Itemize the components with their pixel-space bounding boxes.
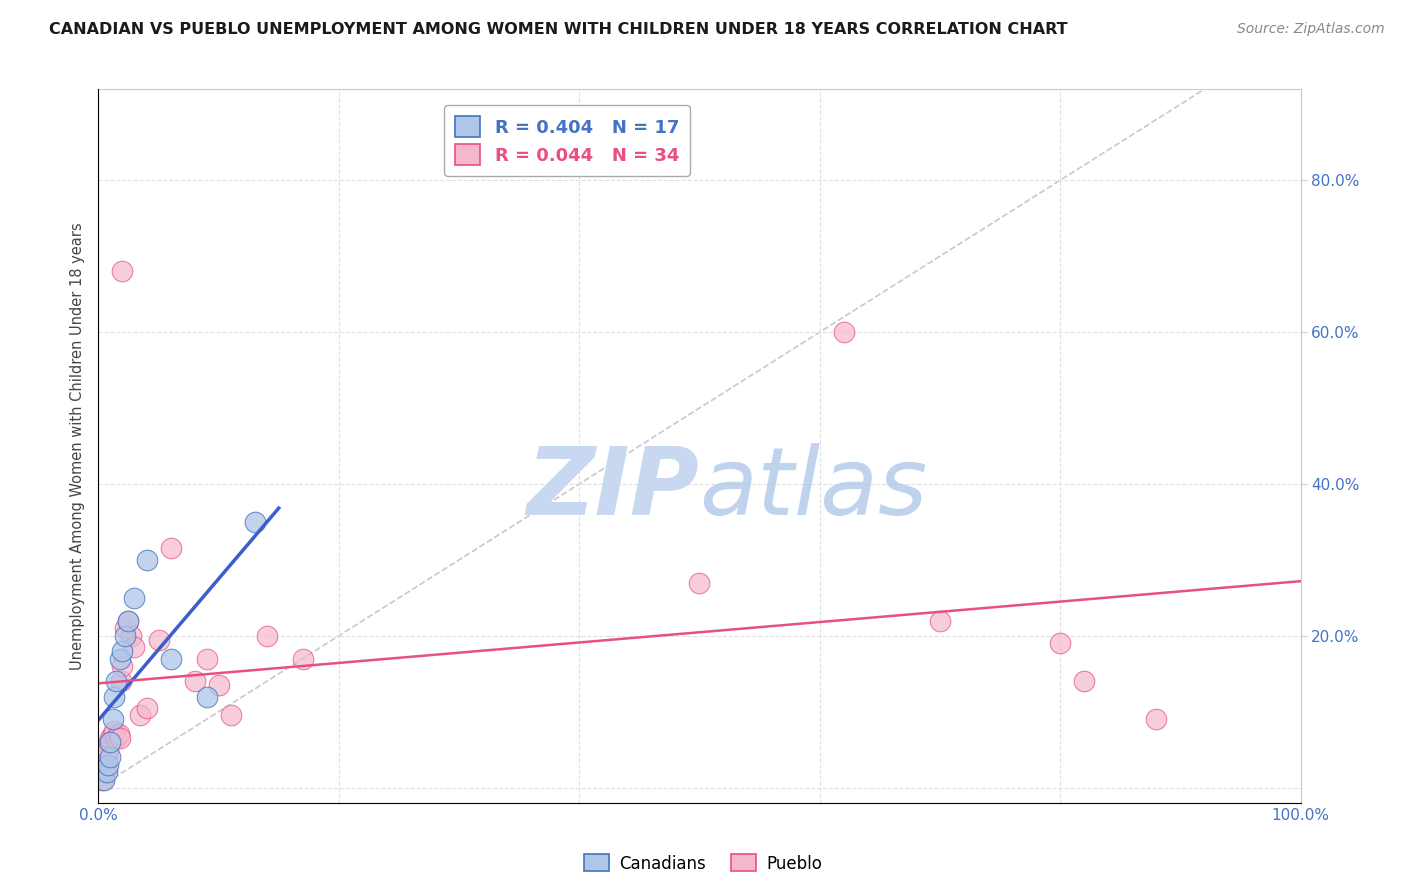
Text: Source: ZipAtlas.com: Source: ZipAtlas.com bbox=[1237, 22, 1385, 37]
Point bbox=[105, 731, 128, 746]
Point bbox=[108, 727, 131, 741]
Point bbox=[243, 515, 266, 529]
Point bbox=[103, 690, 125, 704]
Point bbox=[111, 644, 134, 658]
Point bbox=[100, 750, 122, 764]
Point bbox=[135, 701, 157, 715]
Point bbox=[100, 731, 122, 746]
Point bbox=[114, 629, 136, 643]
Point bbox=[93, 772, 115, 787]
Point bbox=[159, 541, 181, 556]
Point bbox=[1073, 674, 1095, 689]
Point bbox=[96, 765, 118, 780]
Y-axis label: Unemployment Among Women with Children Under 18 years: Unemployment Among Women with Children U… bbox=[70, 222, 86, 670]
Point bbox=[94, 757, 117, 772]
Text: ZIP: ZIP bbox=[527, 442, 700, 535]
Point bbox=[100, 735, 122, 749]
Text: CANADIAN VS PUEBLO UNEMPLOYMENT AMONG WOMEN WITH CHILDREN UNDER 18 YEARS CORRELA: CANADIAN VS PUEBLO UNEMPLOYMENT AMONG WO… bbox=[49, 22, 1067, 37]
Point bbox=[117, 614, 139, 628]
Point bbox=[98, 735, 121, 749]
Point bbox=[689, 575, 711, 590]
Point bbox=[291, 651, 314, 665]
Point bbox=[183, 674, 205, 689]
Point bbox=[114, 621, 136, 635]
Point bbox=[97, 742, 120, 756]
Point bbox=[120, 629, 142, 643]
Point bbox=[96, 750, 118, 764]
Point bbox=[93, 765, 115, 780]
Point bbox=[195, 651, 218, 665]
Point bbox=[195, 690, 218, 704]
Point bbox=[108, 651, 131, 665]
Point bbox=[91, 772, 114, 787]
Point bbox=[97, 757, 120, 772]
Point bbox=[111, 659, 134, 673]
Point bbox=[219, 708, 242, 723]
Text: atlas: atlas bbox=[700, 443, 928, 534]
Point bbox=[117, 614, 139, 628]
Point bbox=[110, 674, 132, 689]
Point bbox=[111, 264, 134, 278]
Point bbox=[129, 708, 152, 723]
Point bbox=[124, 640, 146, 655]
Point bbox=[135, 553, 157, 567]
Point bbox=[101, 712, 124, 726]
Point bbox=[208, 678, 231, 692]
Point bbox=[103, 723, 125, 738]
Point bbox=[928, 614, 950, 628]
Point bbox=[148, 632, 170, 647]
Point bbox=[1144, 712, 1167, 726]
Point bbox=[159, 651, 181, 665]
Point bbox=[256, 629, 278, 643]
Point bbox=[105, 674, 128, 689]
Point bbox=[101, 727, 124, 741]
Point bbox=[108, 731, 131, 746]
Point bbox=[1049, 636, 1071, 650]
Point bbox=[832, 325, 855, 339]
Point bbox=[124, 591, 146, 605]
Legend: Canadians, Pueblo: Canadians, Pueblo bbox=[578, 847, 828, 880]
Legend: R = 0.404   N = 17, R = 0.044   N = 34: R = 0.404 N = 17, R = 0.044 N = 34 bbox=[444, 105, 690, 176]
